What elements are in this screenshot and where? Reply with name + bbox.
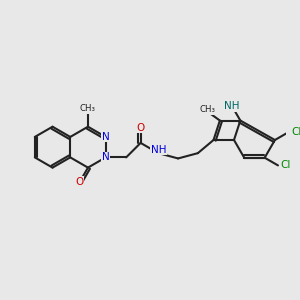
Text: NH: NH bbox=[151, 145, 166, 155]
Text: CH₃: CH₃ bbox=[80, 104, 96, 113]
Text: N: N bbox=[102, 132, 110, 142]
Text: Cl: Cl bbox=[291, 127, 300, 137]
Text: O: O bbox=[136, 123, 145, 133]
Text: N: N bbox=[102, 152, 110, 162]
Text: CH₃: CH₃ bbox=[200, 105, 216, 114]
Text: Cl: Cl bbox=[281, 160, 291, 170]
Text: NH: NH bbox=[224, 101, 240, 111]
Text: O: O bbox=[76, 177, 84, 187]
